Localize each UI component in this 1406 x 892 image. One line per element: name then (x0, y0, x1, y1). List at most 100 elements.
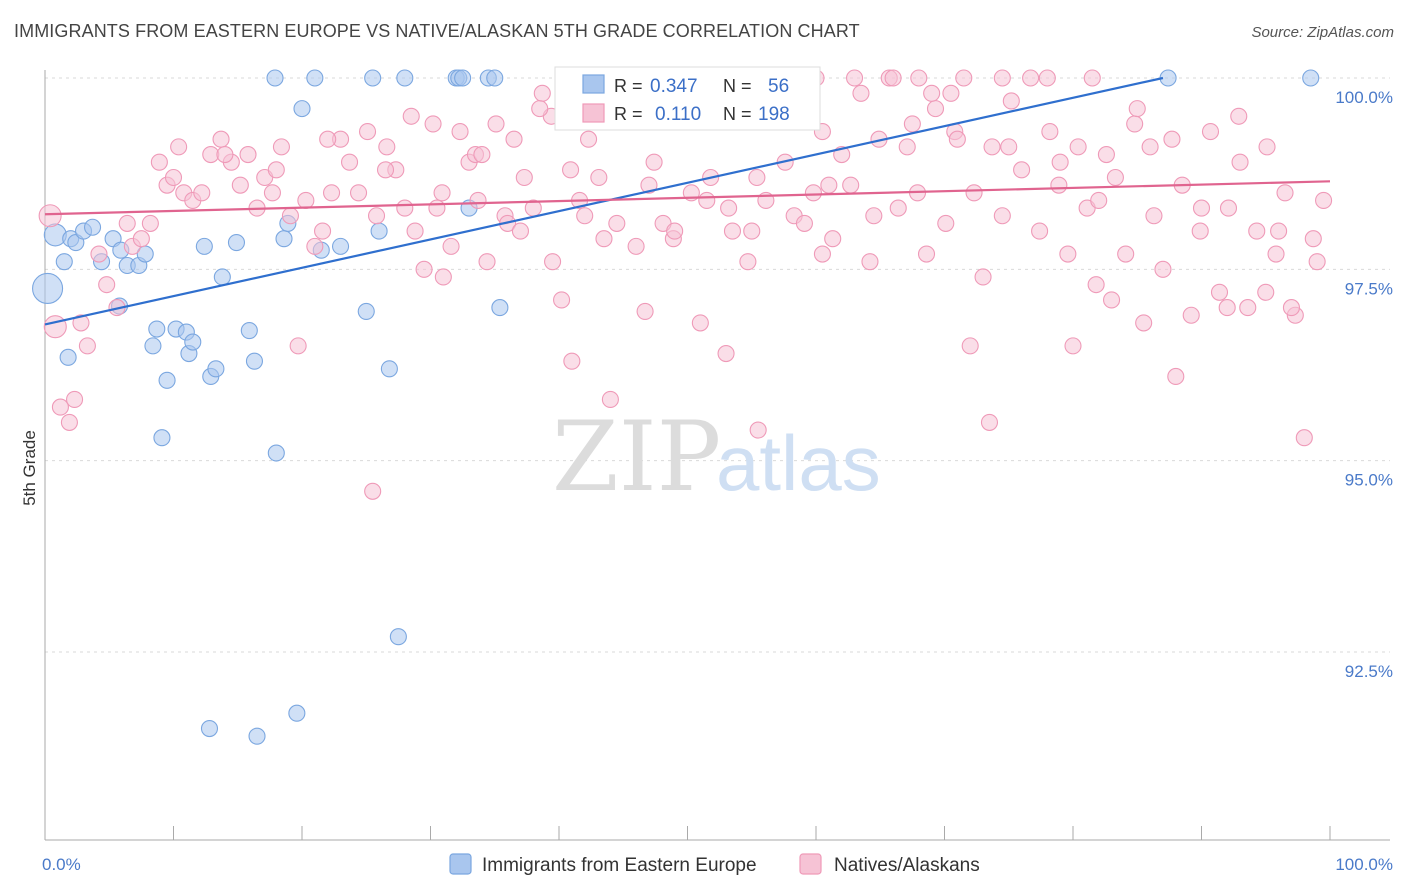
natives-point-119 (1117, 245, 1135, 263)
eastern-europe-point-47 (491, 299, 509, 317)
natives-point-50 (469, 191, 487, 210)
natives-point-149 (1064, 337, 1082, 355)
natives-point-19 (193, 184, 211, 202)
natives-point-199 (544, 253, 562, 271)
bottom-legend-swatch-natives (799, 853, 822, 875)
y-tick-label-0: 100.0% (1335, 88, 1393, 107)
natives-point-201 (666, 222, 684, 240)
natives-point-196 (1270, 222, 1288, 240)
natives-point-8 (98, 276, 116, 294)
legend-n-value-1: 198 (758, 104, 790, 125)
natives-point-176 (267, 161, 285, 179)
natives-point-121 (1135, 314, 1153, 332)
natives-point-187 (865, 207, 883, 225)
eastern-europe-point-18 (153, 429, 171, 447)
natives-point-44 (415, 260, 433, 278)
eastern-europe-point-40 (396, 69, 414, 87)
natives-point-192 (1090, 191, 1108, 210)
natives-point-105 (983, 138, 1001, 156)
eastern-europe-point-37 (364, 69, 382, 87)
natives-point-92 (861, 253, 879, 271)
eastern-europe-point-46 (486, 69, 504, 87)
eastern-europe-point-43 (454, 69, 472, 87)
natives-point-118 (1106, 168, 1124, 187)
natives-point-30 (289, 337, 307, 355)
eastern-europe-point-7 (83, 218, 102, 236)
natives-point-144 (601, 390, 619, 408)
natives-point-10 (118, 214, 136, 232)
natives-point-59 (553, 291, 571, 309)
eastern-europe-point-35 (331, 237, 350, 255)
natives-point-148 (980, 413, 999, 431)
natives-point-133 (1248, 222, 1266, 240)
natives-point-2 (51, 398, 69, 416)
eastern-europe-point-1 (43, 223, 67, 247)
x-tick-label-min: 0.0% (42, 855, 81, 874)
natives-point-6 (78, 337, 96, 355)
natives-point-135 (1267, 245, 1285, 263)
natives-point-99 (926, 100, 945, 118)
natives-point-174 (164, 168, 183, 187)
natives-point-3 (60, 413, 78, 431)
axes (44, 70, 1390, 841)
natives-point-80 (748, 168, 766, 187)
natives-point-43 (406, 222, 424, 240)
legend-r-label-1: R = (614, 104, 643, 124)
natives-point-107 (1002, 92, 1020, 110)
natives-point-103 (965, 184, 983, 202)
natives-point-91 (852, 84, 870, 102)
natives-point-161 (845, 69, 864, 87)
natives-point-142 (434, 268, 452, 286)
natives-point-165 (993, 69, 1011, 87)
natives-point-37 (349, 184, 368, 202)
natives-point-195 (1231, 153, 1249, 171)
eastern-europe-point-39 (389, 628, 407, 646)
natives-point-98 (917, 245, 936, 263)
natives-point-69 (645, 153, 663, 171)
natives-point-145 (717, 344, 735, 363)
gridlines (45, 77, 1390, 653)
legend-swatch-natives (582, 103, 605, 123)
natives-point-23 (231, 176, 249, 194)
natives-point-114 (1069, 138, 1087, 156)
natives-point-134 (1258, 138, 1276, 156)
natives-point-39 (367, 207, 386, 225)
eastern-europe-point-15 (144, 337, 162, 355)
eastern-europe-point-17 (158, 371, 176, 389)
natives-point-202 (723, 222, 742, 240)
natives-point-153 (1257, 283, 1275, 301)
legend-n-label-1: N = (723, 104, 752, 124)
eastern-europe-point-48 (200, 719, 219, 738)
watermark-zip: ZIP (552, 401, 721, 513)
natives-point-24 (239, 145, 257, 164)
natives-point-51 (478, 253, 496, 271)
natives-point-12 (132, 230, 150, 248)
natives-point-21 (212, 130, 230, 148)
eastern-europe-point-38 (380, 360, 398, 378)
natives-point-74 (691, 314, 709, 332)
natives-point-185 (743, 222, 761, 240)
natives-point-154 (1282, 299, 1300, 317)
natives-point-55 (515, 168, 533, 187)
series-eastern-europe-points (32, 69, 1320, 745)
natives-point-68 (636, 302, 654, 320)
natives-point-123 (1154, 260, 1172, 278)
natives-point-31 (297, 191, 315, 210)
watermark-atlas: atlas (716, 419, 881, 507)
eastern-europe-point-51 (306, 69, 324, 87)
natives-point-45 (424, 115, 442, 133)
natives-point-0 (38, 204, 62, 228)
natives-point-175 (216, 145, 234, 164)
legend-r-value-0: 0.347 (650, 76, 698, 97)
natives-point-36 (340, 153, 359, 171)
natives-point-96 (898, 138, 916, 156)
natives-point-47 (442, 237, 460, 255)
natives-point-184 (698, 191, 716, 210)
eastern-europe-point-50 (288, 704, 306, 722)
natives-point-4 (66, 390, 84, 408)
natives-point-13 (141, 214, 159, 232)
natives-point-190 (1000, 138, 1018, 156)
natives-point-197 (1308, 253, 1326, 271)
natives-point-189 (948, 130, 966, 148)
y-tick-label-1: 97.5% (1345, 279, 1393, 298)
